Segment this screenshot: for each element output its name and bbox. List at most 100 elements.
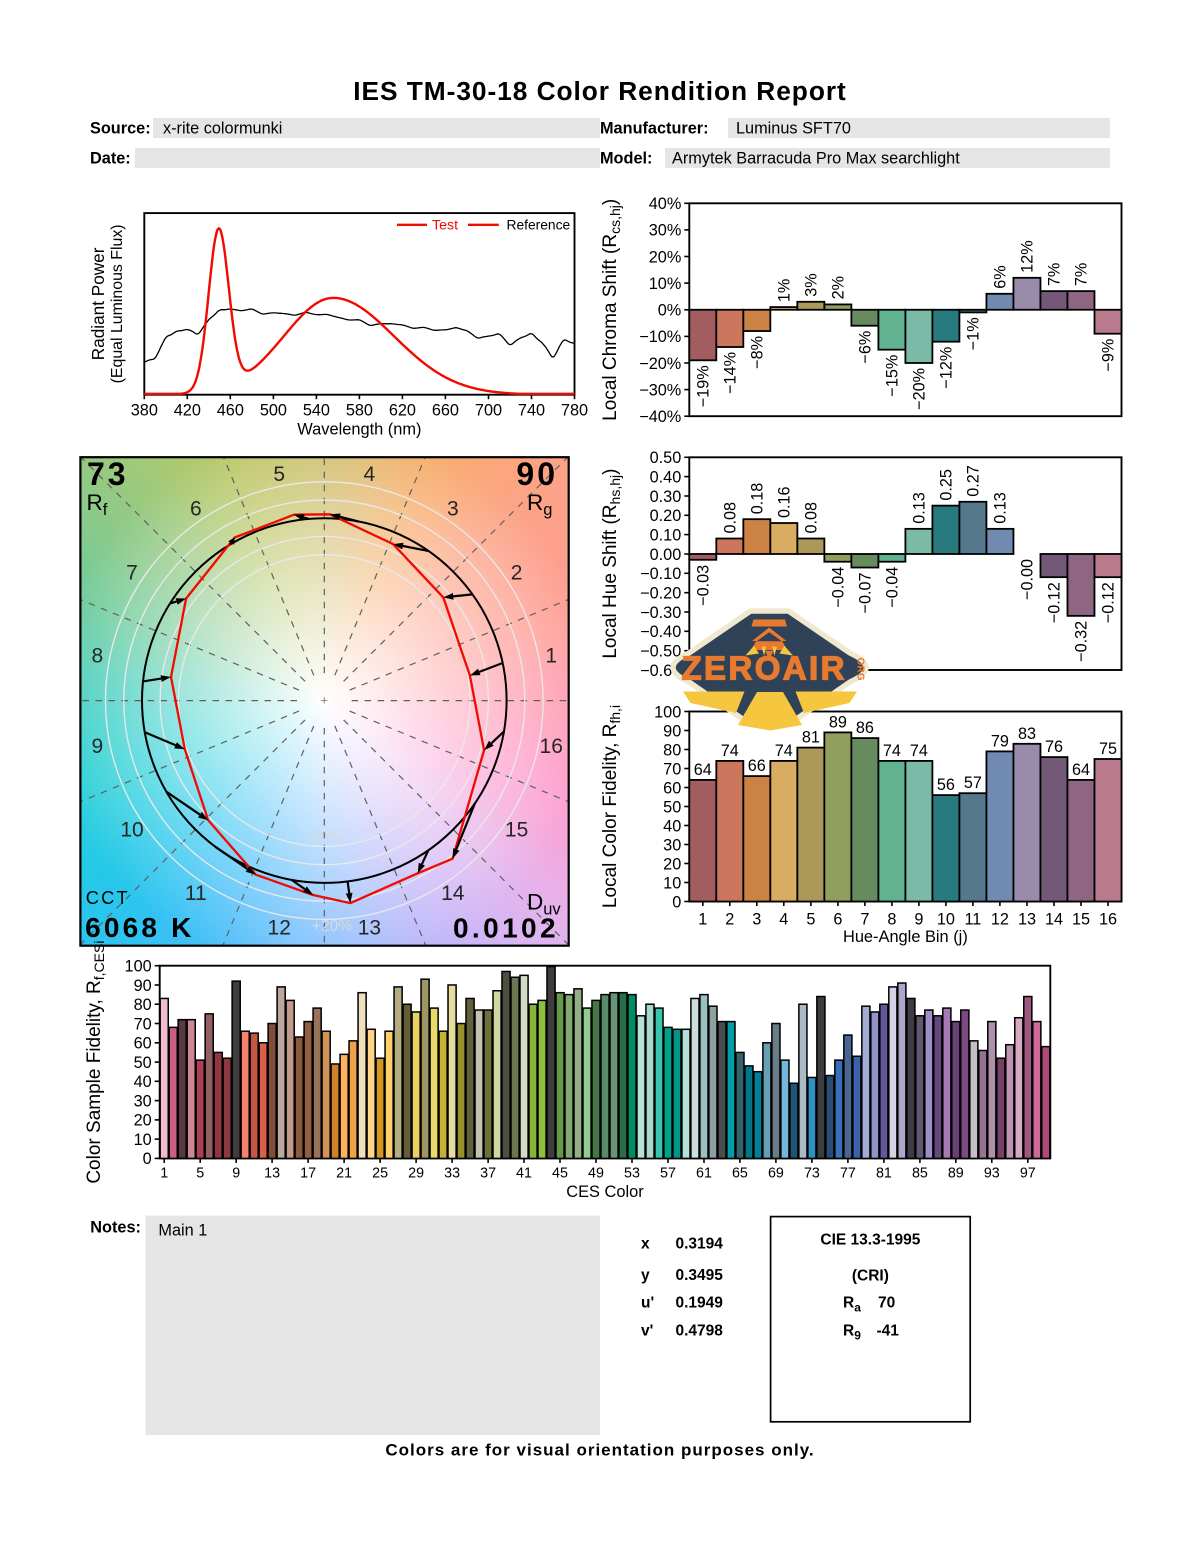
svg-text:−12%: −12% xyxy=(938,347,956,389)
svg-text:Local Hue Shift (Rhs,hj): Local Hue Shift (Rhs,hj) xyxy=(600,469,623,659)
svg-text:0.3495: 0.3495 xyxy=(676,1267,724,1284)
svg-text:74: 74 xyxy=(721,742,739,760)
svg-text:41: 41 xyxy=(516,1165,532,1181)
svg-text:5: 5 xyxy=(273,463,285,486)
svg-text:12: 12 xyxy=(991,911,1009,929)
svg-text:75: 75 xyxy=(1099,740,1117,758)
svg-text:ORG: ORG xyxy=(855,658,866,681)
svg-text:−20%: −20% xyxy=(639,355,681,373)
svg-text:−0.10: −0.10 xyxy=(640,565,681,583)
svg-text:0.50: 0.50 xyxy=(650,449,682,467)
svg-text:60: 60 xyxy=(663,779,681,797)
svg-text:+20%: +20% xyxy=(312,918,352,935)
svg-text:0.1949: 0.1949 xyxy=(676,1295,724,1312)
svg-text:−0.04: −0.04 xyxy=(884,567,902,608)
svg-text:Manufacturer:: Manufacturer: xyxy=(600,119,709,137)
svg-text:4: 4 xyxy=(779,911,788,929)
svg-text:Color Sample Fidelity, Rf,CESi: Color Sample Fidelity, Rf,CESi xyxy=(84,941,107,1184)
svg-text:90: 90 xyxy=(516,456,558,492)
svg-text:15: 15 xyxy=(505,818,528,841)
svg-text:65: 65 xyxy=(732,1165,748,1181)
svg-text:−40%: −40% xyxy=(639,408,681,426)
svg-text:14: 14 xyxy=(1045,911,1063,929)
svg-text:79: 79 xyxy=(991,732,1009,750)
svg-text:70: 70 xyxy=(878,1295,895,1312)
svg-text:76: 76 xyxy=(1045,738,1063,756)
svg-text:11: 11 xyxy=(185,882,207,905)
svg-text:10: 10 xyxy=(120,818,143,841)
svg-text:(Equal Luminous Flux): (Equal Luminous Flux) xyxy=(109,224,126,383)
svg-text:u': u' xyxy=(641,1295,654,1312)
svg-text:−1%: −1% xyxy=(965,317,983,350)
svg-text:77: 77 xyxy=(840,1165,856,1181)
svg-text:100: 100 xyxy=(125,958,152,976)
svg-text:0.0102: 0.0102 xyxy=(453,913,559,944)
svg-text:CES Color: CES Color xyxy=(566,1183,644,1201)
svg-text:0.40: 0.40 xyxy=(650,468,682,486)
svg-text:74: 74 xyxy=(775,742,793,760)
svg-text:−0.04: −0.04 xyxy=(830,567,848,608)
svg-text:1: 1 xyxy=(698,911,707,929)
svg-text:16: 16 xyxy=(540,735,563,758)
svg-text:37: 37 xyxy=(480,1165,496,1181)
svg-text:0.20: 0.20 xyxy=(650,507,682,525)
svg-text:1: 1 xyxy=(545,645,557,668)
svg-text:3: 3 xyxy=(447,498,459,521)
svg-text:73: 73 xyxy=(804,1165,820,1181)
svg-text:10%: 10% xyxy=(649,275,682,293)
svg-text:4: 4 xyxy=(364,463,376,486)
svg-text:13: 13 xyxy=(264,1165,280,1181)
svg-text:7: 7 xyxy=(860,911,869,929)
svg-text:17: 17 xyxy=(300,1165,316,1181)
svg-text:9: 9 xyxy=(232,1165,240,1181)
svg-text:12%: 12% xyxy=(1019,240,1037,272)
svg-text:0: 0 xyxy=(672,893,681,911)
svg-text:500: 500 xyxy=(260,401,287,419)
svg-text:29: 29 xyxy=(408,1165,424,1181)
svg-text:x-rite colormunki: x-rite colormunki xyxy=(163,119,282,137)
svg-text:61: 61 xyxy=(696,1165,712,1181)
svg-text:Armytek Barracuda Pro Max sear: Armytek Barracuda Pro Max searchlight xyxy=(672,149,960,167)
svg-text:580: 580 xyxy=(346,401,373,419)
svg-text:93: 93 xyxy=(984,1165,1000,1181)
svg-text:700: 700 xyxy=(475,401,502,419)
svg-text:460: 460 xyxy=(217,401,244,419)
svg-text:30%: 30% xyxy=(649,222,682,240)
svg-text:5: 5 xyxy=(196,1165,204,1181)
svg-text:−0.12: −0.12 xyxy=(1100,582,1118,623)
svg-text:−9%: −9% xyxy=(1100,339,1118,372)
svg-text:25: 25 xyxy=(372,1165,388,1181)
svg-text:0.18: 0.18 xyxy=(749,483,767,515)
svg-text:74: 74 xyxy=(910,742,928,760)
svg-text:Rf: Rf xyxy=(87,490,108,519)
svg-text:0.10: 0.10 xyxy=(650,526,682,544)
svg-text:Main 1: Main 1 xyxy=(158,1222,207,1240)
svg-text:−0.00: −0.00 xyxy=(1019,559,1037,600)
svg-text:5: 5 xyxy=(806,911,815,929)
svg-text:740: 740 xyxy=(518,401,545,419)
svg-text:40: 40 xyxy=(134,1073,152,1091)
svg-text:Notes:: Notes: xyxy=(90,1218,141,1236)
svg-text:−14%: −14% xyxy=(722,352,740,394)
svg-text:ZEROAIR: ZEROAIR xyxy=(682,650,847,687)
svg-text:56: 56 xyxy=(937,776,955,794)
svg-text:0%: 0% xyxy=(658,302,682,320)
svg-text:1: 1 xyxy=(160,1165,168,1181)
svg-text:2: 2 xyxy=(511,561,523,584)
svg-text:10: 10 xyxy=(134,1131,152,1149)
svg-text:0.30: 0.30 xyxy=(650,488,682,506)
svg-text:90: 90 xyxy=(134,977,152,995)
svg-text:-41: -41 xyxy=(877,1323,900,1340)
svg-text:420: 420 xyxy=(174,401,201,419)
svg-text:57: 57 xyxy=(660,1165,676,1181)
svg-text:97: 97 xyxy=(1020,1165,1036,1181)
svg-text:89: 89 xyxy=(829,713,847,731)
svg-text:86: 86 xyxy=(856,719,874,737)
svg-text:−10%: −10% xyxy=(639,328,681,346)
svg-text:60: 60 xyxy=(134,1035,152,1053)
svg-text:Date:: Date: xyxy=(90,149,131,167)
svg-text:−20%: −20% xyxy=(911,368,929,410)
svg-text:81: 81 xyxy=(802,729,820,747)
svg-text:100: 100 xyxy=(654,703,681,721)
svg-text:+: + xyxy=(321,693,329,708)
